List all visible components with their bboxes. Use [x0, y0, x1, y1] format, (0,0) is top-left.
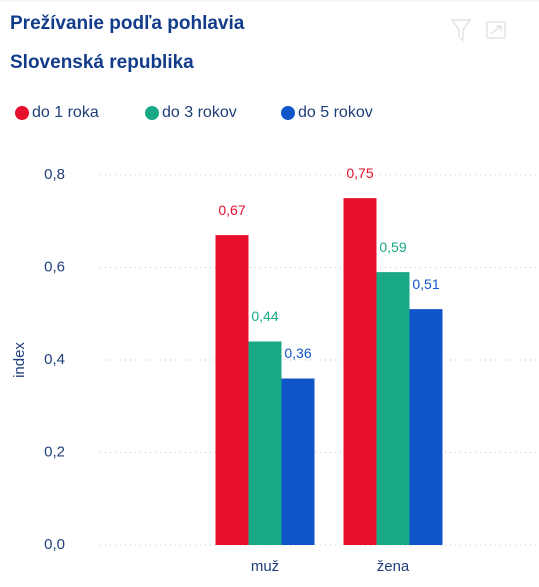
value-label: 0,67: [218, 202, 245, 218]
value-label: 0,44: [251, 308, 278, 324]
value-label: 0,59: [379, 239, 406, 255]
x-tick-label: muž: [251, 558, 279, 575]
value-label: 0,36: [284, 345, 311, 361]
legend-label: do 3 rokov: [162, 104, 237, 121]
legend-marker: [15, 106, 29, 120]
y-tick-label: 0,0: [44, 536, 65, 553]
y-axis-label: index: [11, 342, 28, 378]
focus-icon[interactable]: [486, 21, 506, 39]
chart-title: Prežívanie podľa pohlavia: [10, 13, 245, 34]
y-tick-label: 0,6: [44, 258, 65, 275]
bar: [343, 198, 377, 545]
bar: [376, 272, 410, 545]
x-tick-label: žena: [377, 558, 410, 575]
legend-marker: [145, 106, 159, 120]
y-tick-label: 0,8: [44, 166, 65, 183]
bar: [281, 378, 315, 545]
legend-label: do 5 rokov: [298, 104, 373, 121]
y-tick-label: 0,2: [44, 443, 65, 460]
y-tick-label: 0,4: [44, 351, 65, 368]
bar: [248, 341, 282, 545]
legend-marker: [281, 106, 295, 120]
value-label: 0,51: [412, 276, 439, 292]
chart-subtitle: Slovenská republika: [10, 52, 194, 73]
filter-icon[interactable]: [450, 19, 472, 42]
bar: [409, 309, 443, 545]
bar: [215, 235, 249, 545]
legend-label: do 1 roka: [32, 104, 99, 121]
value-label: 0,75: [346, 165, 373, 181]
